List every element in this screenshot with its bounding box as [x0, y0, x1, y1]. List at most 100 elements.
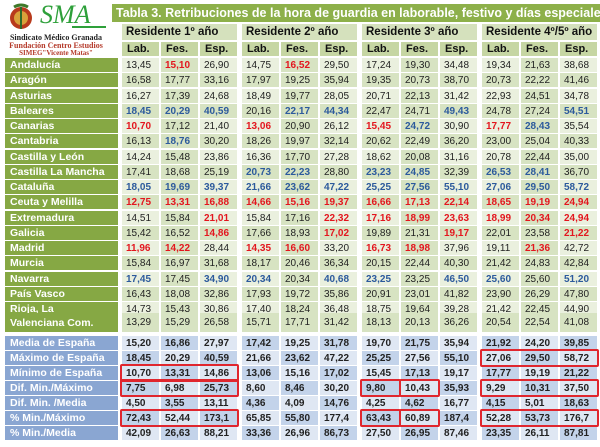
- data-cell: 31,68: [200, 256, 237, 270]
- summary-label: Máximo de España: [5, 351, 118, 365]
- data-cell: 23,62: [281, 180, 318, 194]
- summary-cell: 26,11: [521, 426, 558, 440]
- data-cell: 17,93: [242, 287, 279, 301]
- group-header: Residente 4º/5º año: [482, 24, 597, 40]
- data-cell: 32,39: [440, 165, 477, 179]
- data-cell: 13,45: [122, 58, 159, 72]
- data-cell: 20,46: [281, 256, 318, 270]
- summary-cell: 23,62: [281, 351, 318, 365]
- data-cell: 23,01: [401, 287, 438, 301]
- data-cell: 18,65: [482, 195, 519, 209]
- data-cell: 21,63: [521, 58, 558, 72]
- logo: SMA Sindicato Médico Granada Fundación C…: [0, 0, 112, 57]
- summary-label: Dif. Min./Máximo: [5, 381, 118, 395]
- summary-cell: 4,25: [362, 396, 399, 410]
- summary-cell: 47,22: [320, 351, 357, 365]
- data-cell: 27,56: [401, 180, 438, 194]
- summary-cell: 55,10: [440, 351, 477, 365]
- data-cell: 15,84: [242, 211, 279, 225]
- data-cell: 15,71: [242, 313, 279, 332]
- data-cell: 23,63: [440, 211, 477, 225]
- summary-cell: 24,20: [521, 336, 558, 350]
- data-cell: 20,34: [521, 211, 558, 225]
- data-cell: 39,28: [440, 302, 477, 316]
- group-header: Residente 2º año: [242, 24, 357, 40]
- column-header-lab: Lab.: [482, 42, 519, 56]
- data-cell: 17,02: [320, 226, 357, 240]
- summary-label: Media de España: [5, 336, 118, 350]
- data-cell: 16,58: [122, 73, 159, 87]
- summary-label: Dif. Min. /Media: [5, 396, 118, 410]
- data-cell: 19,30: [401, 58, 438, 72]
- region-name: Castilla y León: [5, 150, 118, 164]
- summary-cell: 17,02: [320, 366, 357, 380]
- data-cell: 21,40: [200, 119, 237, 133]
- summary-cell: 10,31: [521, 381, 558, 395]
- data-cell: 17,71: [281, 313, 318, 332]
- data-cell: 31,42: [440, 89, 477, 103]
- data-cell: 54,51: [560, 104, 597, 118]
- summary-cell: 26,95: [401, 426, 438, 440]
- data-cell: 16,13: [122, 134, 159, 148]
- summary-label: % Min./Media: [5, 426, 118, 440]
- summary-cell: 19,25: [281, 336, 318, 350]
- data-cell: 21,66: [242, 180, 279, 194]
- data-cell: 34,78: [560, 89, 597, 103]
- data-cell: 22,22: [521, 73, 558, 87]
- summary-cell: 86,73: [320, 426, 357, 440]
- data-cell: 23,00: [482, 134, 519, 148]
- data-cell: 17,77: [482, 119, 519, 133]
- data-cell: 31,42: [320, 313, 357, 332]
- data-cell: 16,52: [281, 58, 318, 72]
- summary-cell: 176,7: [560, 411, 597, 425]
- data-cell: 16,36: [242, 150, 279, 164]
- data-cell: 18,98: [401, 241, 438, 255]
- data-cell: 14,66: [242, 195, 279, 209]
- data-cell: 20,34: [242, 272, 279, 286]
- data-cell: 19,77: [281, 89, 318, 103]
- data-cell: 13,29: [122, 313, 159, 332]
- region-name: Baleares: [5, 104, 118, 118]
- data-cell: 22,14: [440, 195, 477, 209]
- summary-cell: 15,45: [362, 366, 399, 380]
- summary-cell: 17,77: [482, 366, 519, 380]
- data-cell: 13,31: [161, 195, 198, 209]
- data-cell: 18,24: [281, 302, 318, 316]
- data-cell: 17,45: [122, 272, 159, 286]
- data-cell: 24,72: [401, 119, 438, 133]
- data-cell: 44,34: [320, 104, 357, 118]
- data-cell: 22,44: [401, 256, 438, 270]
- summary-cell: 187,4: [440, 411, 477, 425]
- data-cell: 18,08: [161, 287, 198, 301]
- summary-cell: 35,94: [440, 336, 477, 350]
- data-cell: 19,97: [281, 134, 318, 148]
- data-cell: 19,34: [482, 58, 519, 72]
- data-cell: 18,13: [362, 313, 399, 332]
- column-header-lab: Lab.: [242, 42, 279, 56]
- data-cell: 10,70: [122, 119, 159, 133]
- data-cell: 47,22: [320, 180, 357, 194]
- summary-cell: 39,85: [560, 336, 597, 350]
- data-cell: 36,70: [560, 165, 597, 179]
- summary-cell: 10,43: [401, 381, 438, 395]
- data-cell: 20,13: [401, 313, 438, 332]
- data-cell: 19,69: [161, 180, 198, 194]
- summary-cell: 60,89: [401, 411, 438, 425]
- summary-cell: 18,63: [560, 396, 597, 410]
- summary-cell: 14,86: [200, 366, 237, 380]
- data-cell: 20,08: [401, 150, 438, 164]
- data-cell: 15,45: [362, 119, 399, 133]
- data-cell: 42,72: [560, 241, 597, 255]
- data-cell: 26,53: [482, 165, 519, 179]
- summary-cell: 20,29: [161, 351, 198, 365]
- data-cell: 44,90: [560, 302, 597, 316]
- summary-cell: 21,22: [560, 366, 597, 380]
- data-cell: 58,72: [560, 180, 597, 194]
- summary-cell: 15,16: [281, 366, 318, 380]
- data-cell: 21,22: [560, 226, 597, 240]
- data-cell: 28,41: [521, 165, 558, 179]
- data-cell: 26,12: [320, 119, 357, 133]
- data-cell: 25,60: [521, 272, 558, 286]
- data-cell: 19,37: [320, 195, 357, 209]
- summary-cell: 5,01: [521, 396, 558, 410]
